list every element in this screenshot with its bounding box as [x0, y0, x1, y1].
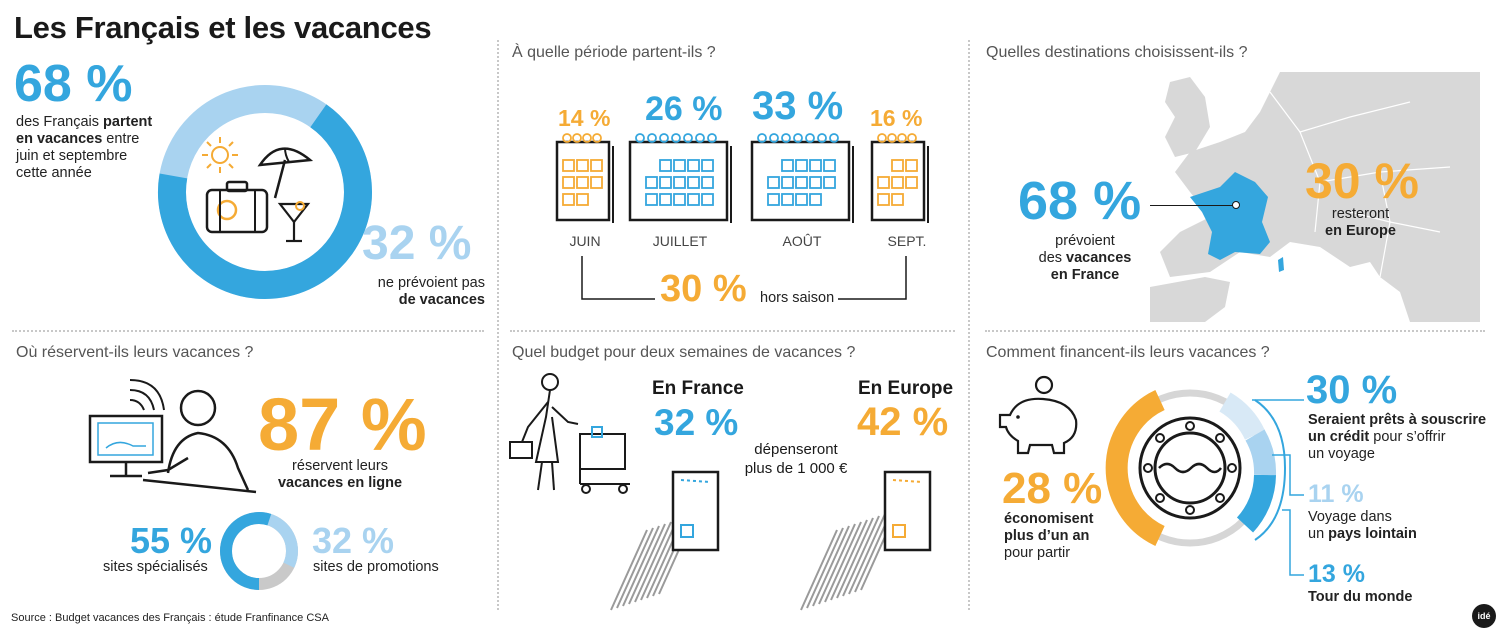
- month-label-august: AOÛT: [782, 233, 822, 249]
- piggy-bank-icon: [998, 375, 1078, 455]
- june-percentage: 14 %: [558, 105, 611, 131]
- row-divider-2: [510, 330, 955, 332]
- budget-france-label: En France: [652, 378, 744, 399]
- vacation-segment: [158, 84, 372, 299]
- france-destination-percentage: 68 %: [1018, 171, 1142, 231]
- specialized-sites-percentage: 55 %: [130, 520, 213, 561]
- savings-arc: [1105, 390, 1165, 546]
- porthole-financing-chart: [1105, 389, 1287, 547]
- france-shape: [1190, 172, 1270, 260]
- september-percentage: 16 %: [870, 105, 923, 131]
- shopper-trolley-icon: [509, 373, 630, 494]
- column-divider-1: [497, 40, 499, 610]
- corsica-shape: [1278, 257, 1284, 272]
- departing-description: des Français partent en vacances entre j…: [16, 114, 153, 181]
- budget-france-percentage: 32 %: [654, 402, 739, 443]
- month-label-july: JUILLET: [652, 233, 708, 249]
- promo-sites-label: sites de promotions: [313, 559, 439, 575]
- booking-sites-donut: [220, 512, 298, 590]
- departing-percentage: 68 %: [14, 55, 133, 113]
- off-season-label: hors saison: [760, 290, 835, 306]
- period-question: À quelle période partent-ils ?: [512, 44, 716, 61]
- cocktail-icon: [277, 201, 311, 243]
- booking-question: Où réservent-ils leurs vacances ?: [16, 344, 254, 361]
- umbrella-icon: [257, 147, 314, 199]
- online-booking-description: réservent leurs vacances en ligne: [277, 458, 403, 491]
- credit-arc: [1219, 392, 1265, 441]
- france-destination-description: prévoient des vacances en France: [1038, 233, 1132, 283]
- sun-icon: [202, 137, 238, 173]
- month-label-september: SEPT.: [887, 233, 927, 249]
- credit-description: Seraient prêts à souscrire un crédit pou…: [1308, 412, 1487, 462]
- far-country-arc: [1245, 429, 1277, 476]
- destinations-question: Quelles destinations choisissent-ils ?: [986, 44, 1248, 61]
- savings-description: économisent plus d’un an pour partir: [1004, 511, 1094, 561]
- august-percentage: 33 %: [752, 84, 844, 128]
- no-vacation-description: ne prévoient pas de vacances: [377, 275, 485, 308]
- budget-europe-label: En Europe: [858, 378, 954, 399]
- budget-spend-description: dépenseront plus de 1 000 €: [744, 441, 848, 477]
- financing-question: Comment financent-ils leurs vacances ?: [986, 344, 1270, 361]
- world-tour-label: Tour du monde: [1308, 589, 1413, 605]
- calendar-august-icon: [750, 133, 854, 223]
- specialized-sites-segment: [220, 512, 298, 590]
- budget-question: Quel budget pour deux semaines de vacanc…: [512, 344, 856, 361]
- credit-percentage: 30 %: [1306, 368, 1398, 412]
- france-pointer-line: [1150, 205, 1236, 206]
- paris-marker: [1232, 201, 1240, 209]
- promo-sites-percentage: 32 %: [312, 520, 395, 561]
- page-title: Les Français et les vacances: [14, 10, 432, 45]
- july-percentage: 26 %: [645, 90, 723, 128]
- source-note: Source : Budget vacances des Français : …: [11, 612, 329, 624]
- specialized-sites-label: sites spécialisés: [103, 559, 208, 575]
- vacation-donut-chart: [158, 84, 372, 299]
- online-booking-illustration: [88, 379, 257, 494]
- banknote-stack-france-icon: [610, 470, 720, 611]
- far-country-description: Voyage dans un pays lointain: [1308, 509, 1417, 542]
- calendar-september-icon: [870, 133, 929, 223]
- world-tour-arc: [1236, 474, 1276, 533]
- far-country-percentage: 11 %: [1308, 480, 1364, 508]
- calendar-july-icon: [628, 133, 732, 223]
- no-vacation-percentage: 32 %: [362, 217, 472, 270]
- off-season-percentage: 30 %: [660, 268, 747, 310]
- world-tour-percentage: 13 %: [1308, 560, 1365, 588]
- banknote-stack-europe-icon: [800, 470, 932, 611]
- column-divider-2: [968, 40, 970, 610]
- europe-landmass: [1160, 72, 1480, 322]
- financing-connector-lines: [1252, 399, 1304, 576]
- iberia-landmass: [1150, 277, 1230, 322]
- row-divider-1: [12, 330, 484, 332]
- europe-destination-description: resteront en Europe: [1325, 206, 1396, 239]
- online-booking-percentage: 87 %: [258, 383, 427, 466]
- publisher-logo: idé: [1472, 604, 1496, 628]
- row-divider-3: [985, 330, 1485, 332]
- off-season-bracket: [581, 256, 907, 300]
- suitcase-icon: [205, 180, 269, 234]
- uk-landmass: [1165, 77, 1210, 157]
- savings-percentage: 28 %: [1002, 464, 1103, 513]
- calendar-june-icon: [555, 133, 614, 223]
- person-head-icon: [179, 389, 217, 427]
- europe-destination-percentage: 30 %: [1305, 153, 1419, 209]
- wifi-icon: [129, 379, 165, 411]
- month-label-june: JUIN: [569, 233, 601, 249]
- europe-map: [1150, 72, 1480, 322]
- budget-europe-percentage: 42 %: [857, 400, 949, 444]
